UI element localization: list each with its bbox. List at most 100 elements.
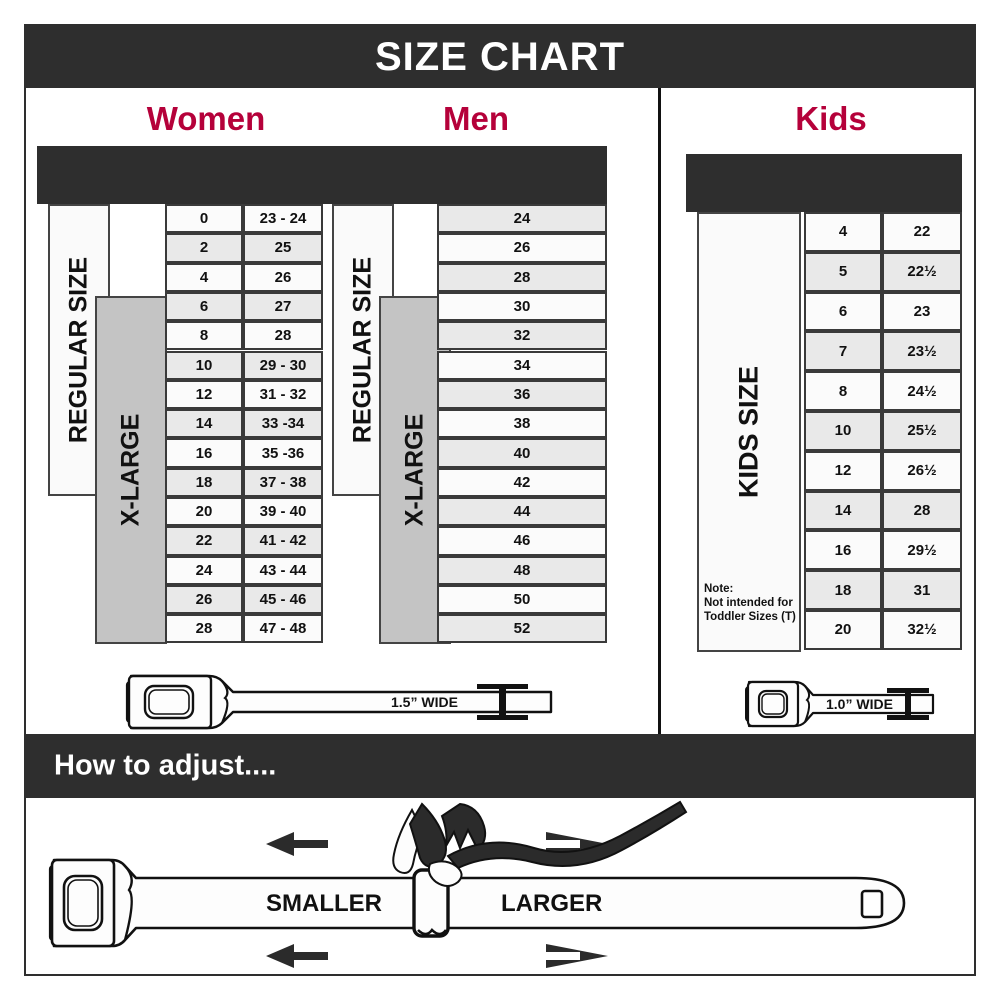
men-side-label-text-regular: REGULAR SIZE (348, 256, 377, 444)
kids-size-table: SizeWaistinchesKIDS SIZE422522½623723½82… (686, 154, 962, 654)
kids-cell-r7-c1: 28 (882, 490, 962, 531)
kids-cell-r2-c0: 6 (804, 291, 882, 332)
women-cell-r4-c1: 28 (243, 321, 323, 351)
adjust-diagram-svg (48, 800, 906, 968)
women-cell-r12-c1: 43 - 44 (243, 555, 323, 585)
size-tables-panel: Women Men Kids Pants SizeWaistinchesREGU… (26, 88, 974, 734)
women-cell-r1-c0: 2 (165, 233, 243, 263)
men-cell-r13-c0: 50 (437, 584, 607, 615)
smaller-label: SMALLER (266, 890, 382, 917)
women-cell-r5-c1: 29 - 30 (243, 350, 323, 380)
kids-cell-r8-c1: 29½ (882, 530, 962, 571)
men-cell-r5-c0: 34 (437, 350, 607, 380)
kids-belt-width-label: 1.0” WIDE (826, 696, 893, 712)
larger-label: LARGER (501, 890, 603, 917)
women-side-label-text-xlarge: X-LARGE (116, 413, 145, 527)
kids-note-line-1: Not intended for (704, 597, 793, 609)
women-cell-r3-c1: 27 (243, 291, 323, 322)
kids-note-line-2: Toddler Sizes (T) (704, 611, 796, 623)
kids-cell-r10-c1: 32½ (882, 610, 962, 650)
adjust-illustration-panel: SMALLER LARGER (26, 798, 974, 974)
women-cell-r2-c0: 4 (165, 262, 243, 292)
men-cell-r14-c0: 52 (437, 614, 607, 644)
kids-cell-r8-c0: 16 (804, 530, 882, 571)
men-cell-r0-c0: 24 (437, 204, 607, 234)
men-cell-r8-c0: 40 (437, 438, 607, 468)
women-cell-r4-c0: 8 (165, 321, 243, 351)
how-to-adjust-heading: How to adjust.... (54, 749, 277, 782)
women-cell-r0-c0: 0 (165, 204, 243, 234)
kids-cell-r10-c0: 20 (804, 610, 882, 650)
size-chart-frame: SIZE CHART Women Men Kids Pants SizeWais… (24, 24, 976, 976)
kids-side-label-regular: KIDS SIZE (697, 212, 801, 652)
men-cell-r4-c0: 32 (437, 321, 607, 351)
kids-belt-illustration: 1.0” WIDE (741, 676, 941, 732)
kids-note: Note: Not intended for Toddler Sizes (T) (704, 582, 800, 624)
kids-cell-r3-c1: 23½ (882, 331, 962, 372)
section-title-men: Men (443, 100, 509, 137)
kids-belt-svg (745, 680, 935, 728)
men-side-label-text-xlarge: X-LARGE (400, 413, 429, 527)
vertical-divider (658, 88, 661, 734)
women-cell-r14-c1: 47 - 48 (243, 614, 323, 644)
section-title-kids: Kids (795, 100, 867, 137)
adult-belt-width-label: 1.5” WIDE (391, 694, 458, 710)
women-cell-r5-c0: 10 (165, 350, 243, 380)
men-cell-r9-c0: 42 (437, 467, 607, 497)
section-title-women: Women (146, 100, 266, 137)
adult-belt-illustration: 1.5” WIDE (121, 668, 561, 734)
kids-side-label-text-regular: KIDS SIZE (733, 365, 764, 499)
men-cell-r1-c0: 26 (437, 233, 607, 263)
kids-cell-r2-c1: 23 (882, 291, 962, 332)
women-cell-r3-c0: 6 (165, 291, 243, 322)
men-cell-r12-c0: 48 (437, 555, 607, 585)
women-cell-r8-c1: 35 -36 (243, 438, 323, 468)
kids-cell-r6-c1: 26½ (882, 450, 962, 491)
women-side-label-xlarge: X-LARGE (95, 296, 167, 644)
women-cell-r7-c0: 14 (165, 409, 243, 439)
kids-cell-r4-c0: 8 (804, 371, 882, 411)
adult-belt-svg (125, 674, 553, 730)
kids-cell-r9-c1: 31 (882, 570, 962, 610)
men-cell-r11-c0: 46 (437, 526, 607, 556)
women-cell-r14-c0: 28 (165, 614, 243, 644)
kids-cell-r0-c0: 4 (804, 212, 882, 252)
men-cell-r10-c0: 44 (437, 497, 607, 527)
women-cell-r10-c0: 20 (165, 497, 243, 527)
kids-cell-r5-c0: 10 (804, 411, 882, 451)
men-cell-r2-c0: 28 (437, 262, 607, 292)
page-title: SIZE CHART (375, 34, 625, 79)
women-cell-r1-c1: 25 (243, 233, 323, 263)
women-cell-r2-c1: 26 (243, 262, 323, 292)
men-size-table: Pants Size(waist inches)REGULAR SIZEX-LA… (321, 146, 607, 646)
kids-cell-r6-c0: 12 (804, 450, 882, 491)
kids-cell-r5-c1: 25½ (882, 411, 962, 451)
women-table-header-bar (37, 146, 323, 204)
women-cell-r10-c1: 39 - 40 (243, 497, 323, 527)
women-cell-r6-c1: 31 - 32 (243, 379, 323, 410)
women-cell-r0-c1: 23 - 24 (243, 204, 323, 234)
kids-note-line-0: Note: (704, 583, 734, 595)
men-cell-r3-c0: 30 (437, 291, 607, 322)
kids-cell-r7-c0: 14 (804, 490, 882, 531)
women-cell-r11-c1: 41 - 42 (243, 526, 323, 556)
kids-cell-r0-c1: 22 (882, 212, 962, 252)
women-cell-r8-c0: 16 (165, 438, 243, 468)
women-cell-r13-c1: 45 - 46 (243, 584, 323, 615)
how-to-adjust-bar: How to adjust.... (26, 734, 974, 798)
women-cell-r7-c1: 33 -34 (243, 409, 323, 439)
kids-cell-r3-c0: 7 (804, 331, 882, 372)
women-cell-r11-c0: 22 (165, 526, 243, 556)
kids-cell-r4-c1: 24½ (882, 371, 962, 411)
chart-title-bar: SIZE CHART (26, 26, 974, 88)
women-cell-r9-c0: 18 (165, 467, 243, 497)
kids-cell-r9-c0: 18 (804, 570, 882, 610)
women-cell-r12-c0: 24 (165, 555, 243, 585)
men-cell-r6-c0: 36 (437, 379, 607, 410)
kids-cell-r1-c0: 5 (804, 251, 882, 292)
women-size-table: Pants SizeWaistinchesREGULAR SIZEX-LARGE… (37, 146, 323, 646)
women-side-label-text-regular: REGULAR SIZE (64, 256, 93, 444)
women-cell-r13-c0: 26 (165, 584, 243, 615)
women-cell-r6-c0: 12 (165, 379, 243, 410)
women-cell-r9-c1: 37 - 38 (243, 467, 323, 497)
